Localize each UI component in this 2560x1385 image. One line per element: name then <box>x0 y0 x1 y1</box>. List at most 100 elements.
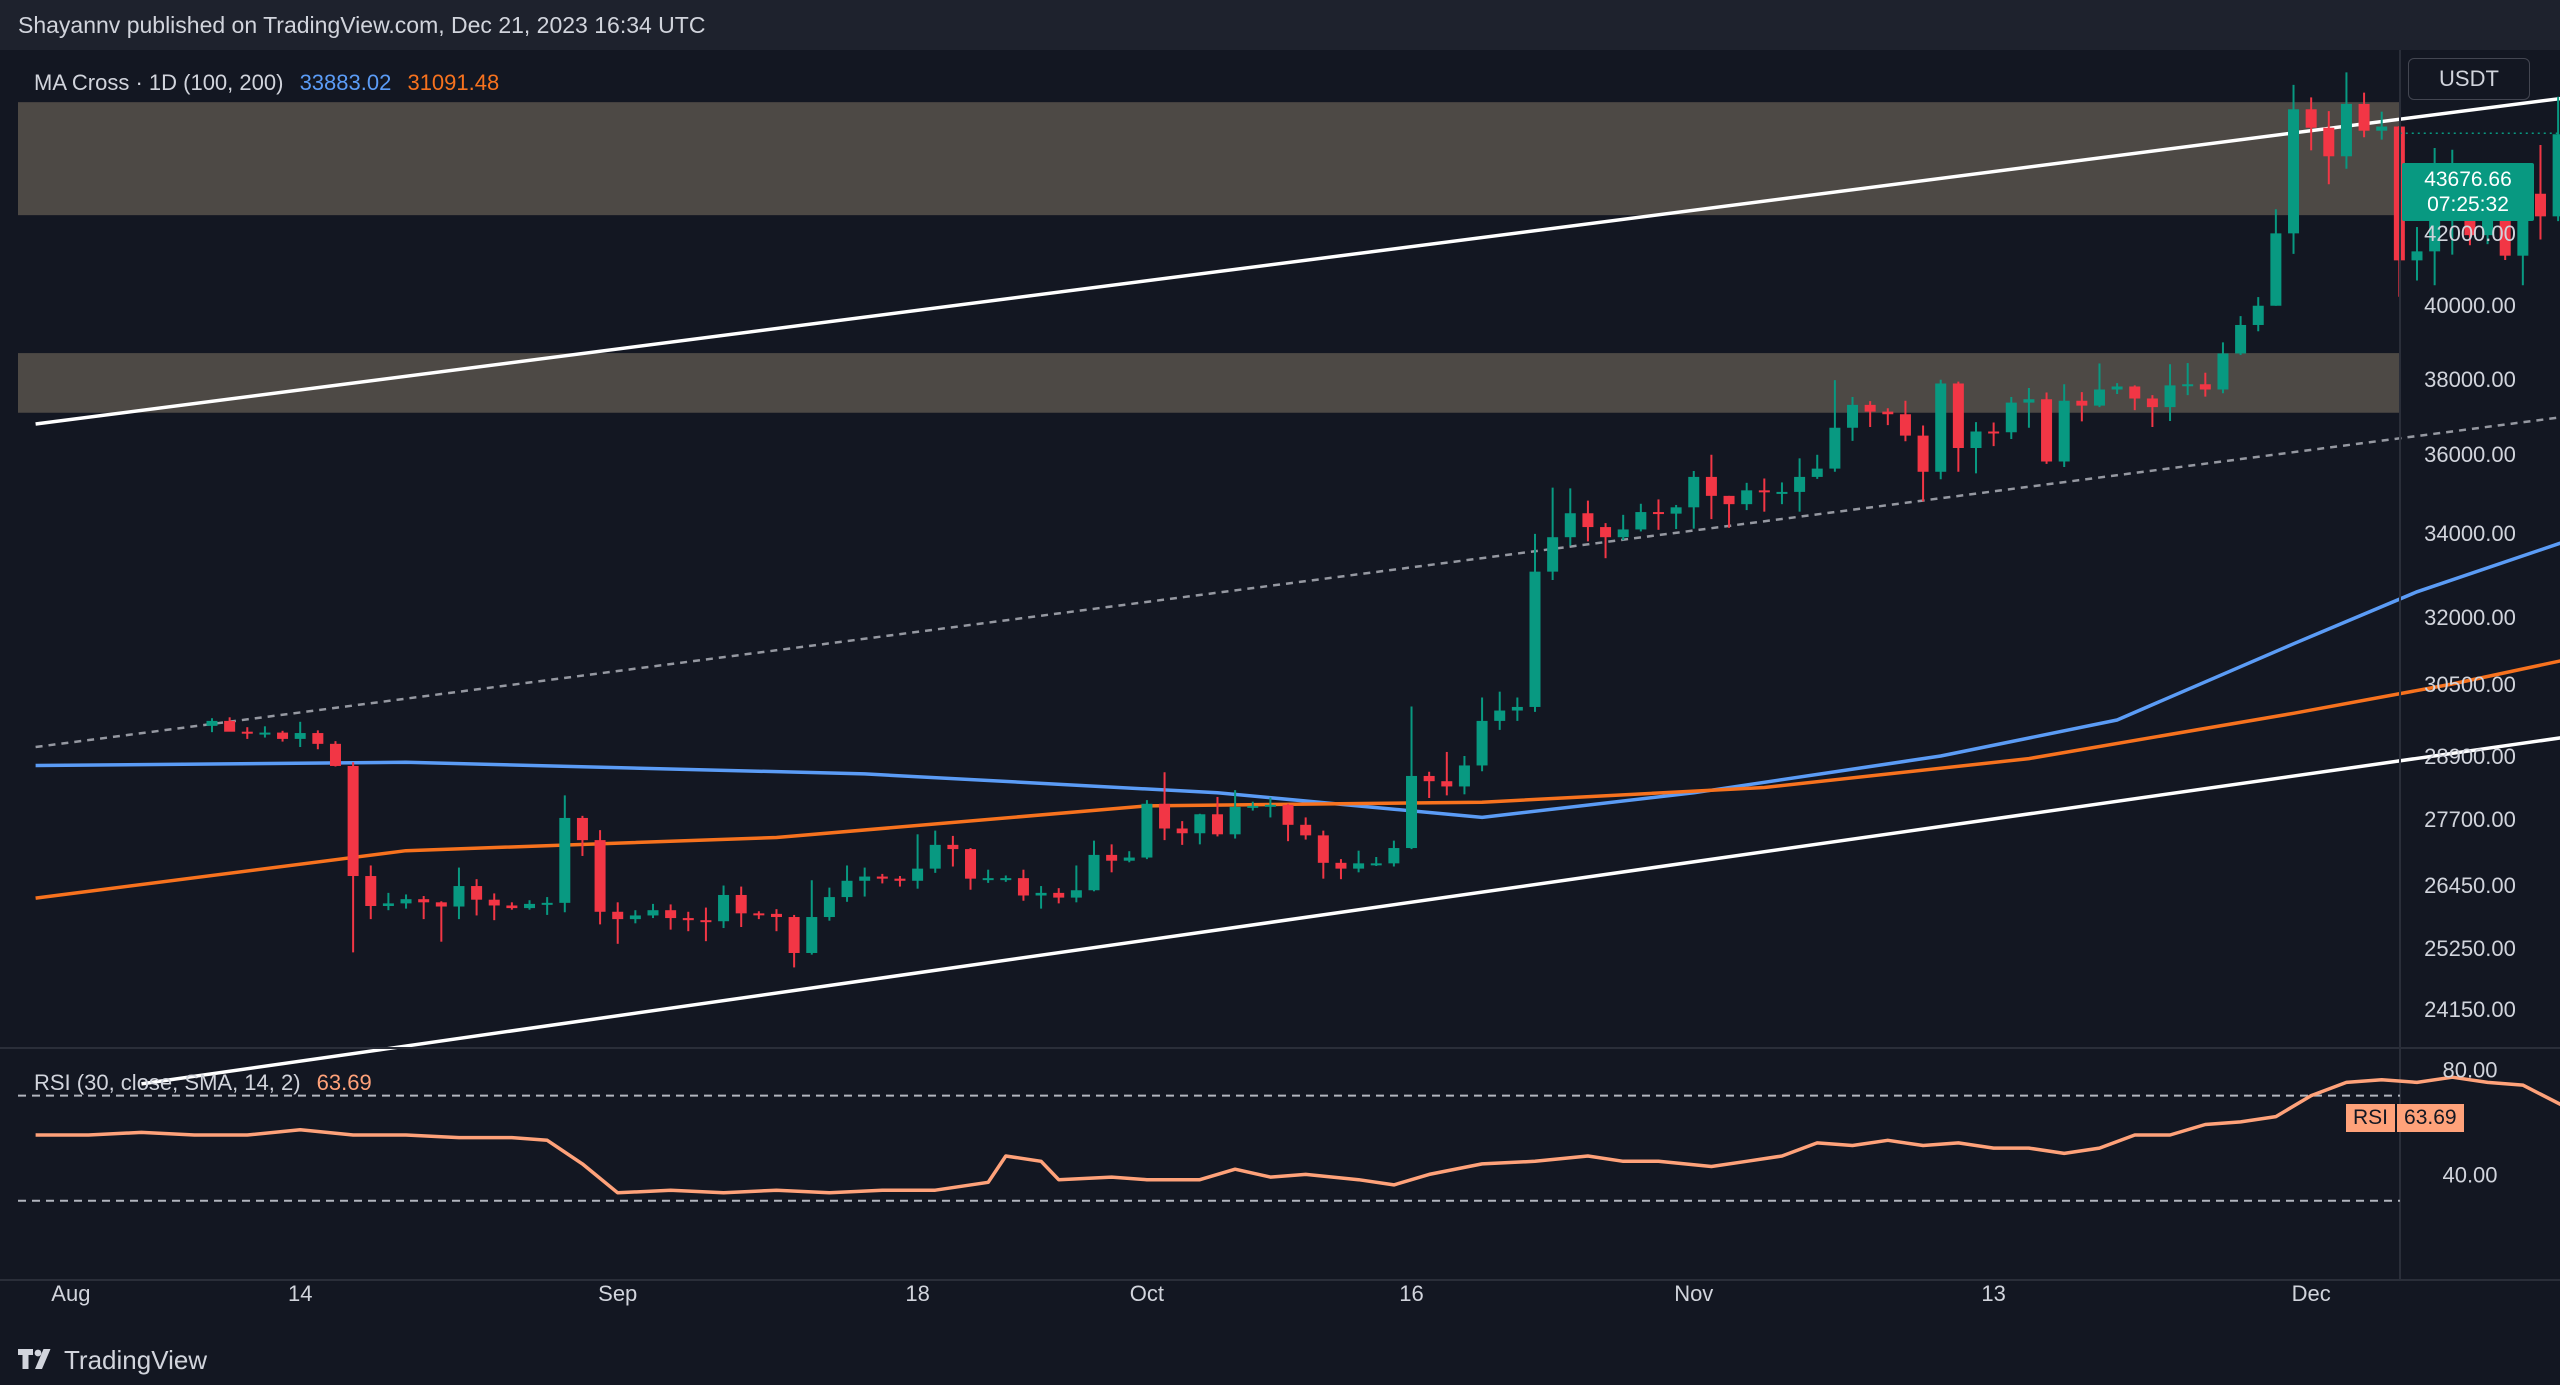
candle-body <box>1000 878 1012 881</box>
candle-body <box>2270 233 2282 306</box>
candle-body <box>2041 399 2053 462</box>
candle-body <box>471 886 483 900</box>
time-axis-label: Dec <box>2292 1281 2331 1306</box>
price-axis-label: 25250.00 <box>2424 936 2516 961</box>
channel-mid-dashed-line <box>35 416 2560 749</box>
candle-body <box>1458 765 1470 787</box>
price-axis-label: 42000.00 <box>2424 221 2516 246</box>
rsi-legend-value: 63.69 <box>316 1070 372 1095</box>
currency-selector[interactable]: USDT <box>2408 58 2530 100</box>
candle-body <box>1194 814 1206 834</box>
time-axis-label: 16 <box>1399 1281 1423 1306</box>
ma-cross-legend[interactable]: MA Cross · 1D (100, 200) 33883.02 31091.… <box>34 70 499 96</box>
candle-body <box>612 911 624 920</box>
candle-body <box>2552 134 2560 217</box>
candle-body <box>418 899 430 903</box>
candle-body <box>665 910 677 919</box>
rsi-scale-tag: RSI 63.69 <box>2346 1104 2466 1132</box>
candle-body <box>770 913 782 918</box>
price-axis-label: 26450.00 <box>2424 873 2516 898</box>
candle-body <box>929 844 941 869</box>
candle-body <box>1529 571 1541 707</box>
price-axis-label: 40000.00 <box>2424 293 2516 318</box>
candle-body <box>576 817 588 841</box>
candle-body <box>1070 890 1082 898</box>
candle-body <box>1899 414 1911 436</box>
candle-body <box>1229 806 1241 835</box>
candle-body <box>1670 507 1682 514</box>
candle-body <box>1123 857 1135 861</box>
candle-body <box>224 720 236 732</box>
candle-body <box>1794 476 1806 492</box>
candle-body <box>1317 835 1329 863</box>
candle-body <box>2252 305 2264 325</box>
footer: TradingView <box>0 1335 2560 1385</box>
candle-body <box>1723 495 1735 505</box>
price-axis-label: 36000.00 <box>2424 442 2516 467</box>
candle-body <box>2023 399 2035 403</box>
candle-body <box>1582 513 1594 528</box>
candle-body <box>1406 775 1418 849</box>
publish-attribution: Shayannv published on TradingView.com, D… <box>18 11 706 38</box>
rsi-tag-value: 63.69 <box>2397 1104 2464 1132</box>
time-axis-label: Nov <box>1674 1281 1713 1306</box>
chart-area[interactable]: 24150.00 25250.00 26450.00 27700.00 28900.00… <box>0 50 2560 1335</box>
candle-body <box>2111 386 2123 390</box>
price-axis-label: 38000.00 <box>2424 367 2516 392</box>
candle-body <box>1952 383 1964 448</box>
rsi-tag-label: RSI <box>2346 1104 2396 1132</box>
chart-canvas[interactable]: 24150.00 25250.00 26450.00 27700.00 28900.00… <box>0 50 2560 1335</box>
candle-body <box>1353 863 1365 869</box>
rsi-axis-label: 40.00 <box>2442 1162 2497 1187</box>
candle-body <box>1617 529 1629 538</box>
candle-body <box>2305 109 2317 128</box>
time-axis-label: Aug <box>51 1281 90 1306</box>
ma100-line <box>35 541 2560 820</box>
ma100-value: 33883.02 <box>299 70 392 95</box>
resistance-zone-1 <box>18 353 2400 413</box>
time-axis-label: Sep <box>598 1281 637 1306</box>
candle-body <box>1652 512 1664 515</box>
rsi-axis-label: 80.00 <box>2442 1057 2497 1082</box>
candle-body <box>259 732 271 735</box>
price-axis-label: 32000.00 <box>2424 605 2516 630</box>
candle-body <box>2146 398 2158 408</box>
candle-body <box>594 840 606 912</box>
candle-body <box>1882 411 1894 415</box>
candle-body <box>894 878 906 881</box>
price-axis-label: 34000.00 <box>2424 521 2516 546</box>
candle-body <box>2482 216 2494 236</box>
candle-body <box>841 880 853 898</box>
time-axis-label: Oct <box>1130 1281 1164 1306</box>
candle-body <box>1282 804 1294 825</box>
tradingview-logo[interactable]: TradingView <box>18 1345 207 1376</box>
candle-body <box>2058 400 2070 462</box>
candle-body <box>1829 427 1841 469</box>
publish-header: Shayannv published on TradingView.com, D… <box>0 0 2560 50</box>
candle-body <box>312 733 324 744</box>
candle-body <box>1211 814 1223 835</box>
candle-body <box>1106 854 1118 861</box>
candle-body <box>2517 193 2529 256</box>
candle-body <box>2340 103 2352 157</box>
candle-body <box>718 894 730 922</box>
candle-body <box>1300 824 1312 836</box>
candle-body <box>382 903 394 906</box>
candle-body <box>1441 781 1453 787</box>
candle-body <box>206 720 218 726</box>
candle-body <box>1494 710 1506 721</box>
candle-body <box>1705 476 1717 496</box>
price-axis-label: 30500.00 <box>2424 672 2516 697</box>
rsi-label: RSI (30, close, SMA, 14, 2) <box>34 1070 301 1095</box>
candle-body <box>1088 854 1100 891</box>
rsi-legend[interactable]: RSI (30, close, SMA, 14, 2) 63.69 <box>34 1070 372 1096</box>
candle-body <box>2164 385 2176 408</box>
candle-body <box>329 743 341 766</box>
price-axis-label: 24150.00 <box>2424 997 2516 1022</box>
ma200-value: 31091.48 <box>407 70 500 95</box>
candle-body <box>365 876 377 906</box>
candle-body <box>965 849 977 879</box>
candle-body <box>559 817 571 903</box>
candle-body <box>682 918 694 921</box>
resistance-zone-0 <box>18 102 2400 216</box>
